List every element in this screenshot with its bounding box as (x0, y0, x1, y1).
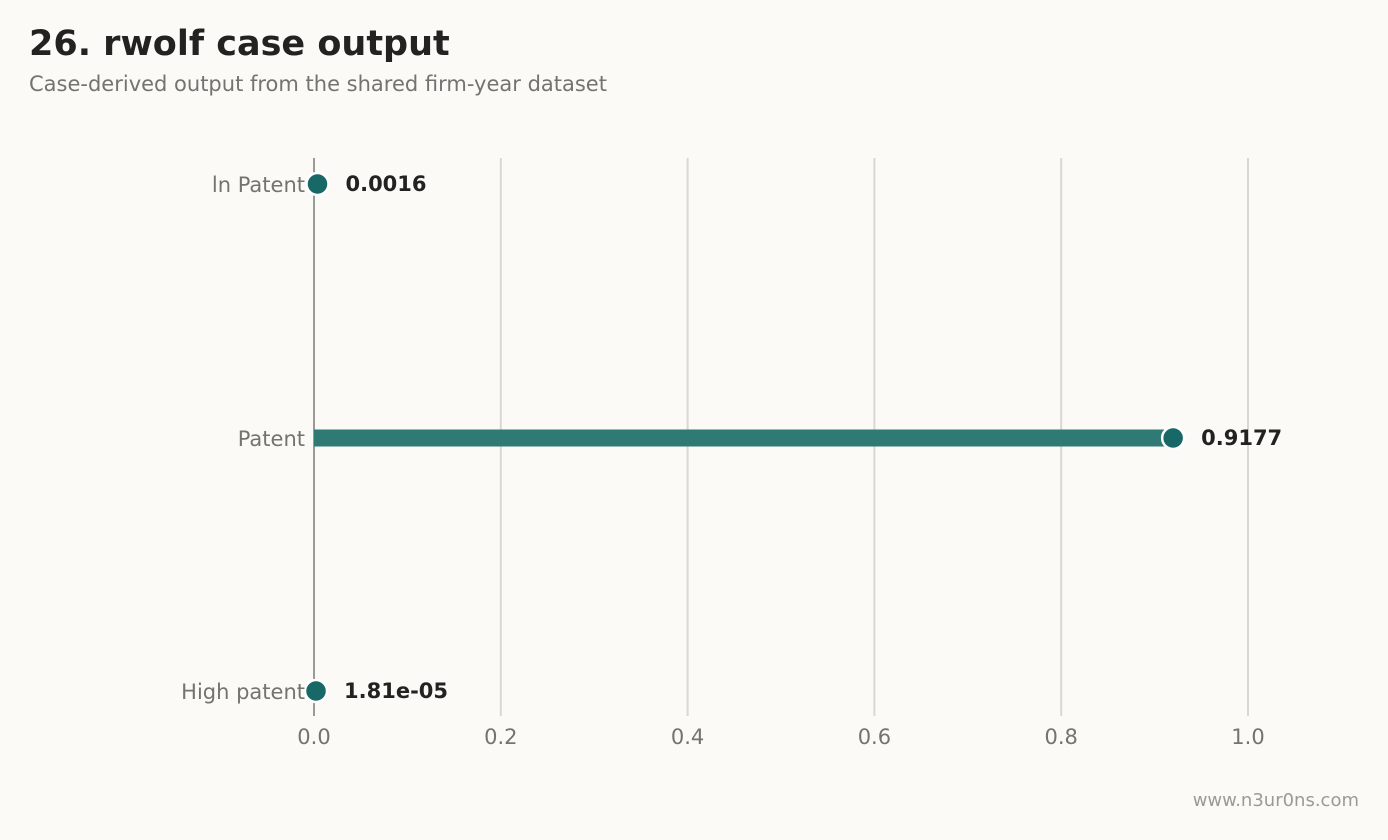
bar-marker (305, 171, 330, 197)
x-tick-label: 0.0 (297, 725, 330, 749)
x-tick-labels: 0.0 0.2 0.4 0.6 0.8 1.0 (297, 725, 1264, 749)
x-tick-label: 0.6 (858, 725, 891, 749)
value-label: 0.0016 (345, 172, 426, 196)
value-label: 1.81e-05 (344, 679, 448, 703)
category-label: ln Patent (212, 173, 305, 197)
category-label: Patent (238, 427, 305, 451)
watermark: www.n3ur0ns.com (1192, 790, 1359, 811)
bar-marker (303, 678, 329, 704)
chart-subtitle: Case-derived output from the shared firm… (29, 72, 607, 96)
chart-title: 26. rwolf case output (29, 24, 450, 64)
x-tick-label: 1.0 (1231, 725, 1264, 749)
x-tick-label: 0.4 (671, 725, 704, 749)
x-tick-label: 0.8 (1044, 725, 1077, 749)
value-label: 0.9177 (1201, 426, 1282, 450)
category-labels: ln Patent Patent High patent (181, 173, 305, 704)
category-label: High patent (181, 680, 305, 704)
bars (303, 171, 1186, 704)
x-tick-label: 0.2 (484, 725, 517, 749)
value-labels: 0.0016 0.9177 1.81e-05 (344, 172, 1282, 703)
bar-marker (1160, 425, 1186, 451)
